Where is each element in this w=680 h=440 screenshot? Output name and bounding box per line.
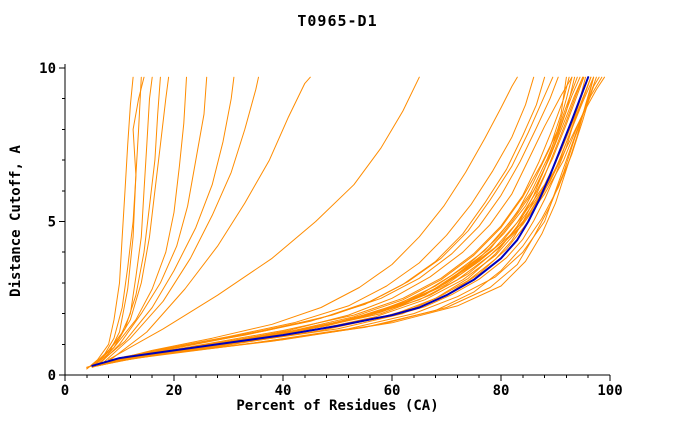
model-14-curve (86, 76, 535, 368)
model-11-curve (108, 76, 311, 362)
model-35-curve (135, 76, 595, 358)
model-06-curve (91, 76, 145, 368)
model-36-curve (97, 76, 585, 367)
model-05-curve (97, 76, 170, 367)
x-tick-label: 100 (597, 383, 622, 399)
x-tick-label: 40 (275, 383, 292, 399)
x-axis-label: Percent of Residues (CA) (236, 398, 439, 414)
model-17-curve (91, 76, 559, 367)
model-33-curve (124, 76, 595, 361)
chart-title: T0965-D1 (297, 12, 378, 30)
model-28-curve (108, 76, 603, 364)
x-tick-label: 80 (493, 383, 510, 399)
y-tick-label: 5 (48, 215, 56, 231)
model-01-curve (86, 76, 134, 370)
model-07-curve (91, 76, 187, 367)
x-tick-label: 20 (166, 383, 183, 399)
y-tick-label: 0 (48, 368, 56, 384)
model-34-curve (113, 76, 573, 362)
model-09-curve (97, 76, 235, 365)
highlight-model-curve (91, 76, 590, 367)
model-10-curve (102, 76, 259, 364)
x-tick-label: 60 (384, 383, 401, 399)
model-24-curve (113, 76, 570, 362)
y-tick-label: 10 (39, 61, 56, 77)
model-26-curve (97, 76, 589, 367)
model-08-curve (97, 76, 208, 367)
model-02-curve (91, 76, 142, 368)
model-16-curve (91, 76, 554, 367)
model-13-curve (86, 76, 518, 368)
x-tick-label: 0 (61, 383, 69, 399)
model-12-curve (108, 76, 420, 361)
